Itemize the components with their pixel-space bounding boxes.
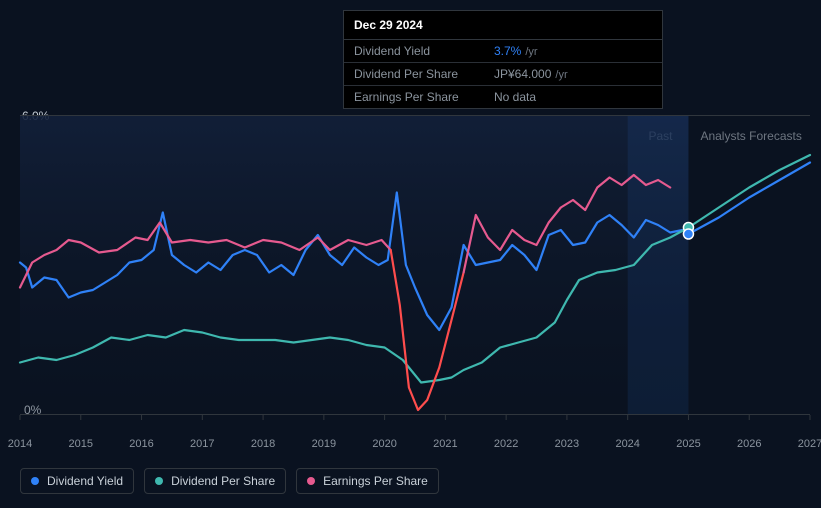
legend-item[interactable]: Dividend Per Share [144, 468, 286, 494]
legend-item[interactable]: Dividend Yield [20, 468, 134, 494]
tooltip-date: Dec 29 2024 [344, 11, 662, 40]
tooltip-row-label: Dividend Per Share [354, 67, 494, 81]
now-marker [683, 229, 693, 239]
legend-dot-icon [155, 477, 163, 485]
x-tick: 2021 [433, 438, 457, 450]
tooltip-row: Dividend Per ShareJP¥64.000/yr [344, 63, 662, 86]
legend-label: Dividend Per Share [171, 474, 275, 488]
x-axis: 2014201520162017201820192020202120222023… [20, 438, 810, 458]
x-tick: 2014 [8, 438, 32, 450]
legend-dot-icon [31, 477, 39, 485]
tooltip-row-value: 3.7%/yr [494, 44, 538, 58]
x-tick: 2026 [737, 438, 761, 450]
x-tick: 2016 [129, 438, 153, 450]
tooltip-row-value: No data [494, 90, 536, 104]
x-tick: 2025 [676, 438, 700, 450]
legend-label: Earnings Per Share [323, 474, 428, 488]
series-line [689, 163, 811, 235]
chart-tooltip: Dec 29 2024 Dividend Yield3.7%/yrDividen… [343, 10, 663, 109]
tooltip-row-label: Earnings Per Share [354, 90, 494, 104]
tooltip-row-label: Dividend Yield [354, 44, 494, 58]
legend-label: Dividend Yield [47, 474, 123, 488]
tooltip-row: Dividend Yield3.7%/yr [344, 40, 662, 63]
x-tick: 2020 [372, 438, 396, 450]
tooltip-row-value: JP¥64.000/yr [494, 67, 568, 81]
x-tick: 2019 [312, 438, 336, 450]
x-tick: 2024 [615, 438, 639, 450]
tooltip-row: Earnings Per ShareNo data [344, 86, 662, 108]
x-tick: 2017 [190, 438, 214, 450]
legend-item[interactable]: Earnings Per Share [296, 468, 439, 494]
chart-legend: Dividend Yield Dividend Per Share Earnings… [20, 468, 439, 494]
series-line [689, 155, 811, 228]
legend-dot-icon [307, 477, 315, 485]
x-tick: 2015 [69, 438, 93, 450]
x-tick: 2018 [251, 438, 275, 450]
x-tick: 2022 [494, 438, 518, 450]
x-tick: 2027 [798, 438, 821, 450]
x-tick: 2023 [555, 438, 579, 450]
dividend-chart: Dec 29 2024 Dividend Yield3.7%/yrDividen… [0, 0, 821, 508]
plot-area[interactable] [20, 115, 810, 415]
